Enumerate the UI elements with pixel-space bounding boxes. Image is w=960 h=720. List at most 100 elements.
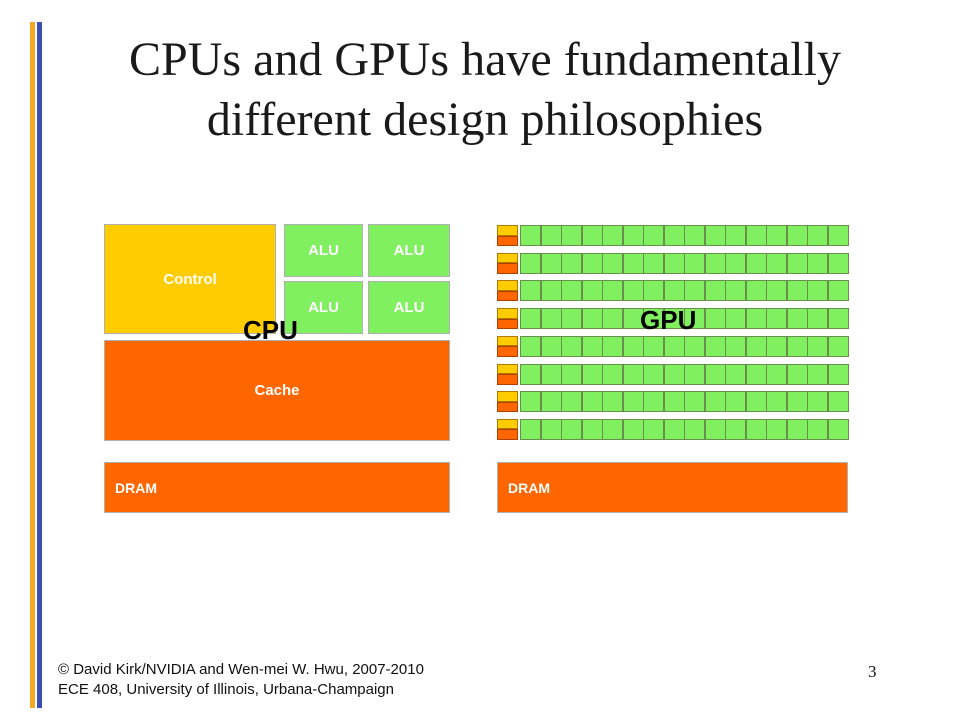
gpu-alu-core: [827, 335, 849, 357]
gpu-alu-core: [520, 308, 541, 330]
gpu-alu-core: [663, 280, 685, 302]
gpu-alu-core: [827, 252, 849, 274]
gpu-alu-core: [540, 308, 562, 330]
cpu-alu-3: ALU: [284, 281, 363, 334]
gpu-alu-core: [684, 252, 705, 274]
gpu-alu-core: [643, 418, 664, 440]
gpu-alu-core: [786, 418, 808, 440]
gpu-alu-core: [602, 308, 623, 330]
gpu-alu-core: [684, 363, 705, 385]
left-stripe-blue: [37, 22, 42, 708]
gpu-alu-core: [766, 391, 787, 413]
gpu-alu-core: [643, 363, 664, 385]
gpu-alu-core: [745, 391, 767, 413]
gpu-alu-core: [540, 363, 562, 385]
gpu-alu-core: [520, 225, 541, 246]
gpu-label: GPU: [640, 305, 697, 335]
cpu-alu-label: ALU: [393, 299, 425, 316]
gpu-alu-core: [766, 418, 787, 440]
gpu-alu-core: [520, 363, 541, 385]
gpu-alu-core: [827, 308, 849, 330]
cpu-dram-block: DRAM: [104, 462, 450, 513]
cpu-cache-label: Cache: [254, 382, 300, 399]
gpu-alu-core: [684, 418, 705, 440]
left-stripe-orange: [30, 22, 35, 708]
gpu-alu-core: [663, 252, 685, 274]
gpu-alu-core: [581, 418, 603, 440]
gpu-alu-core: [786, 363, 808, 385]
cpu-control-block: Control: [104, 224, 276, 334]
gpu-alu-core: [602, 335, 623, 357]
gpu-alu-core: [704, 280, 726, 302]
gpu-alu-core: [581, 280, 603, 302]
gpu-alu-core: [807, 418, 828, 440]
gpu-alu-core: [766, 335, 787, 357]
gpu-alu-core: [622, 335, 644, 357]
gpu-alu-core: [725, 418, 746, 440]
gpu-alu-core: [663, 225, 685, 246]
gpu-control-cell: [497, 335, 518, 347]
gpu-alu-core: [725, 280, 746, 302]
gpu-alu-core: [745, 252, 767, 274]
gpu-cache-cell: [497, 346, 518, 357]
gpu-control-cell: [497, 391, 518, 402]
gpu-alu-core: [786, 335, 808, 357]
gpu-alu-core: [581, 363, 603, 385]
gpu-alu-core: [622, 391, 644, 413]
gpu-alu-core: [561, 363, 582, 385]
footer-credits: © David Kirk/NVIDIA and Wen-mei W. Hwu, …: [58, 660, 424, 700]
gpu-alu-core: [540, 418, 562, 440]
gpu-alu-core: [827, 225, 849, 246]
slide-title: CPUs and GPUs have fundamentally differe…: [60, 30, 910, 150]
gpu-alu-core: [725, 391, 746, 413]
gpu-alu-core: [684, 391, 705, 413]
gpu-cache-cell: [497, 374, 518, 385]
gpu-dram-label: DRAM: [508, 479, 550, 496]
title-line-2: different design philosophies: [206, 93, 764, 146]
gpu-alu-core: [663, 391, 685, 413]
gpu-cache-cell: [497, 290, 518, 302]
gpu-alu-core: [704, 363, 726, 385]
gpu-alu-core: [622, 418, 644, 440]
gpu-cache-cell: [497, 401, 518, 413]
gpu-alu-core: [540, 280, 562, 302]
gpu-alu-core: [561, 308, 582, 330]
gpu-alu-core: [827, 363, 849, 385]
gpu-alu-core: [807, 280, 828, 302]
gpu-dram-block: DRAM: [497, 462, 848, 513]
gpu-alu-core: [807, 308, 828, 330]
gpu-alu-core: [725, 308, 746, 330]
gpu-alu-core: [745, 335, 767, 357]
cpu-control-label: Control: [163, 270, 217, 288]
gpu-alu-core: [622, 363, 644, 385]
gpu-alu-core: [602, 391, 623, 413]
gpu-alu-core: [745, 418, 767, 440]
gpu-cache-cell: [497, 263, 518, 274]
gpu-alu-core: [602, 280, 623, 302]
gpu-alu-core: [786, 225, 808, 246]
gpu-alu-core: [807, 225, 828, 246]
gpu-alu-core: [704, 335, 726, 357]
gpu-control-cell: [497, 308, 518, 319]
gpu-alu-core: [581, 308, 603, 330]
gpu-alu-core: [704, 418, 726, 440]
gpu-alu-core: [602, 225, 623, 246]
gpu-alu-core: [520, 280, 541, 302]
gpu-alu-core: [663, 335, 685, 357]
gpu-alu-core: [725, 335, 746, 357]
gpu-alu-core: [725, 363, 746, 385]
gpu-alu-core: [581, 335, 603, 357]
gpu-alu-core: [540, 391, 562, 413]
gpu-alu-core: [622, 252, 644, 274]
gpu-alu-core: [766, 252, 787, 274]
gpu-alu-core: [807, 391, 828, 413]
cpu-alu-label: ALU: [308, 242, 339, 259]
gpu-alu-core: [643, 225, 664, 246]
gpu-alu-core: [725, 225, 746, 246]
gpu-alu-core: [622, 280, 644, 302]
gpu-cache-cell: [497, 318, 518, 330]
cpu-alu-label: ALU: [393, 242, 425, 259]
gpu-alu-core: [827, 391, 849, 413]
gpu-alu-core: [704, 225, 726, 246]
cpu-alu-4: ALU: [368, 281, 450, 334]
